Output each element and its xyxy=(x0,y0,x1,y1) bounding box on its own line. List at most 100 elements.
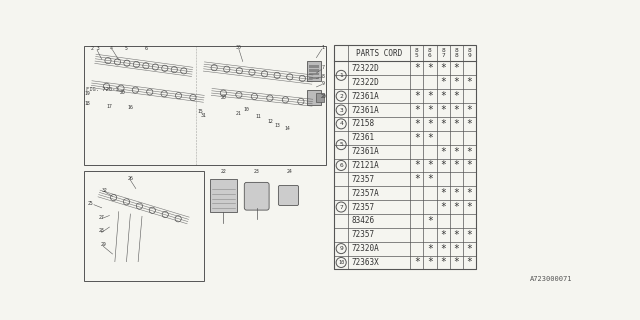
Text: *: * xyxy=(440,77,446,87)
Text: 25: 25 xyxy=(87,202,93,206)
Text: *: * xyxy=(414,119,420,129)
Text: 14: 14 xyxy=(284,126,290,131)
Text: *: * xyxy=(453,258,460,268)
Text: *: * xyxy=(453,147,460,156)
Text: 72322D: 72322D xyxy=(351,78,379,87)
Text: 5: 5 xyxy=(339,142,343,147)
Text: 5: 5 xyxy=(125,46,128,51)
Text: *: * xyxy=(467,105,472,115)
Text: 8
7: 8 7 xyxy=(441,48,445,58)
Text: *: * xyxy=(440,147,446,156)
Text: 8
8: 8 8 xyxy=(454,48,458,58)
Text: *: * xyxy=(467,188,472,198)
Bar xyxy=(334,44,476,269)
Text: 28: 28 xyxy=(99,228,104,233)
Text: 72357: 72357 xyxy=(351,230,374,239)
Text: 72320A: 72320A xyxy=(351,244,379,253)
Text: *: * xyxy=(453,91,460,101)
Bar xyxy=(308,77,319,79)
FancyBboxPatch shape xyxy=(278,186,298,205)
Text: *: * xyxy=(453,230,460,240)
Text: *: * xyxy=(440,202,446,212)
Text: *: * xyxy=(440,91,446,101)
Text: 83426: 83426 xyxy=(351,216,374,225)
Text: 8
9: 8 9 xyxy=(468,48,471,58)
Text: *: * xyxy=(414,63,420,73)
Text: A723000071: A723000071 xyxy=(530,276,572,282)
Text: *: * xyxy=(467,258,472,268)
Text: *: * xyxy=(467,202,472,212)
Bar xyxy=(308,65,319,68)
Text: *: * xyxy=(414,91,420,101)
Text: 20: 20 xyxy=(221,95,227,100)
Text: 72357: 72357 xyxy=(351,203,374,212)
Text: 72158: 72158 xyxy=(351,119,374,128)
Text: *: * xyxy=(427,174,433,184)
Text: *: * xyxy=(427,258,433,268)
Text: *: * xyxy=(440,105,446,115)
Text: *: * xyxy=(427,244,433,254)
Text: 17: 17 xyxy=(107,104,113,109)
Bar xyxy=(210,179,237,212)
Text: 8
5: 8 5 xyxy=(415,48,419,58)
Text: *: * xyxy=(467,160,472,171)
Text: 4: 4 xyxy=(109,46,113,51)
Text: 27: 27 xyxy=(99,214,104,220)
Text: *: * xyxy=(467,244,472,254)
Text: 29: 29 xyxy=(100,242,106,247)
Text: 72361A: 72361A xyxy=(351,92,379,101)
Text: 19: 19 xyxy=(85,91,91,96)
Text: 7: 7 xyxy=(322,65,324,70)
Text: 23: 23 xyxy=(254,169,260,174)
Text: 21: 21 xyxy=(236,111,242,116)
Text: *: * xyxy=(467,77,472,87)
Text: *: * xyxy=(427,160,433,171)
Text: *: * xyxy=(427,91,433,101)
Text: *: * xyxy=(453,63,460,73)
Text: *: * xyxy=(414,174,420,184)
Text: FIG. 720-1: FIG. 720-1 xyxy=(86,87,118,92)
Bar xyxy=(307,61,321,81)
Text: *: * xyxy=(440,188,446,198)
Text: 10: 10 xyxy=(338,260,344,265)
Text: *: * xyxy=(453,160,460,171)
Text: 4: 4 xyxy=(339,121,343,126)
Text: 9: 9 xyxy=(339,246,343,251)
Text: 20: 20 xyxy=(321,94,326,99)
Text: 8: 8 xyxy=(322,74,324,79)
Text: 3: 3 xyxy=(339,108,343,113)
Text: 72363X: 72363X xyxy=(351,258,379,267)
Text: 9: 9 xyxy=(322,81,324,86)
Text: 72357: 72357 xyxy=(351,175,374,184)
Text: 22: 22 xyxy=(221,169,227,174)
Text: *: * xyxy=(414,160,420,171)
Text: 15: 15 xyxy=(197,109,203,114)
Text: *: * xyxy=(440,63,446,73)
Text: *: * xyxy=(440,244,446,254)
Text: *: * xyxy=(427,105,433,115)
Bar xyxy=(308,73,319,75)
Bar xyxy=(308,69,319,71)
FancyBboxPatch shape xyxy=(244,182,269,210)
Bar xyxy=(307,90,321,105)
Text: *: * xyxy=(453,188,460,198)
Bar xyxy=(316,93,324,102)
Text: *: * xyxy=(440,160,446,171)
Text: *: * xyxy=(467,147,472,156)
Text: PARTS CORD: PARTS CORD xyxy=(356,49,403,58)
Text: *: * xyxy=(453,77,460,87)
Text: 31: 31 xyxy=(201,113,207,118)
Text: *: * xyxy=(427,63,433,73)
Text: *: * xyxy=(414,105,420,115)
Text: 26: 26 xyxy=(127,176,133,181)
Text: 1: 1 xyxy=(322,45,324,50)
Text: *: * xyxy=(414,258,420,268)
Text: 2 3: 2 3 xyxy=(91,46,100,51)
Text: *: * xyxy=(440,258,446,268)
Text: 12: 12 xyxy=(267,119,273,124)
Text: *: * xyxy=(467,230,472,240)
Text: *: * xyxy=(453,202,460,212)
Text: 13: 13 xyxy=(275,123,280,128)
Text: 24: 24 xyxy=(286,169,292,174)
Text: 72361: 72361 xyxy=(351,133,374,142)
